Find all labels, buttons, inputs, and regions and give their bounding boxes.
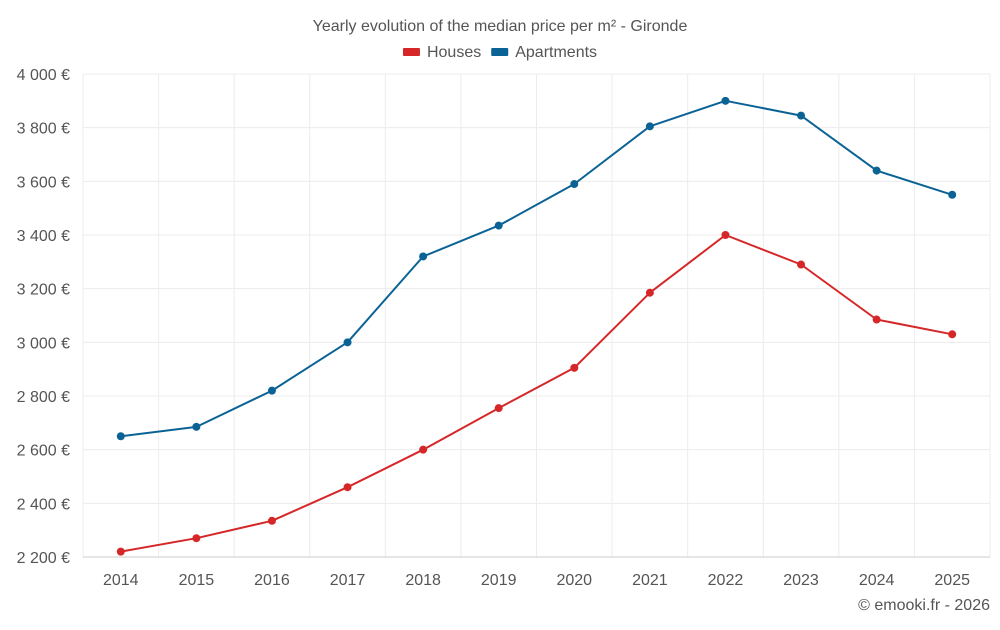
- data-point-houses[interactable]: [721, 231, 730, 239]
- data-point-apartments[interactable]: [872, 166, 881, 175]
- data-point-houses[interactable]: [570, 363, 579, 372]
- data-point-houses[interactable]: [116, 547, 125, 556]
- credit-text: © emooki.fr - 2026: [858, 597, 990, 614]
- data-point-apartments[interactable]: [948, 190, 957, 199]
- data-point-apartments[interactable]: [343, 338, 352, 347]
- x-tick-label: 2018: [405, 572, 441, 589]
- legend-item-apartments[interactable]: Apartments: [491, 44, 597, 61]
- data-point-apartments[interactable]: [267, 386, 276, 395]
- data-point-houses[interactable]: [797, 260, 806, 269]
- x-tick-label: 2023: [783, 572, 819, 589]
- grid-lines: [82, 73, 991, 558]
- x-tick-label: 2020: [556, 572, 592, 589]
- data-point-houses[interactable]: [645, 288, 654, 297]
- data-point-apartments[interactable]: [116, 432, 125, 441]
- data-point-houses[interactable]: [494, 404, 503, 413]
- series-line-houses: [120, 234, 953, 553]
- data-point-houses[interactable]: [267, 516, 276, 525]
- legend-label: Houses: [427, 44, 481, 61]
- y-axis: 2 200 € 2 400 € 2 600 € 2 800 € 3 000 € 3 200…: [17, 67, 70, 567]
- x-tick-label: 2022: [708, 572, 744, 589]
- y-tick-label: 2 600 €: [17, 443, 70, 460]
- x-tick-label: 2021: [632, 572, 668, 589]
- y-tick-label: 3 000 €: [17, 335, 70, 352]
- data-point-houses[interactable]: [948, 330, 957, 339]
- data-point-apartments[interactable]: [494, 221, 503, 230]
- data-point-houses[interactable]: [872, 315, 881, 324]
- x-tick-label: 2017: [330, 572, 366, 589]
- data-point-houses[interactable]: [419, 445, 428, 454]
- legend-label: Apartments: [515, 44, 597, 61]
- chart-title: Yearly evolution of the median price per…: [313, 18, 688, 35]
- data-point-apartments[interactable]: [645, 122, 654, 131]
- x-axis: 2014 2015 2016 2017 2018 2019 2020 2021 2022 2023…: [83, 556, 990, 589]
- x-tick-label: 2015: [179, 572, 215, 589]
- y-tick-label: 4 000 €: [17, 67, 70, 84]
- data-point-apartments[interactable]: [570, 180, 579, 189]
- x-tick-label: 2014: [103, 572, 139, 589]
- legend-swatch: [491, 48, 509, 56]
- data-point-apartments[interactable]: [192, 422, 201, 431]
- series-layer: [116, 96, 957, 556]
- y-tick-label: 3 400 €: [17, 228, 70, 245]
- x-tick-label: 2025: [934, 572, 970, 589]
- data-point-houses[interactable]: [343, 483, 352, 492]
- x-tick-label: 2019: [481, 572, 517, 589]
- y-tick-label: 2 800 €: [17, 389, 70, 406]
- y-tick-label: 3 600 €: [17, 174, 70, 191]
- x-tick-label: 2016: [254, 572, 290, 589]
- y-tick-label: 3 200 €: [17, 282, 70, 299]
- legend: Houses Apartments: [402, 44, 597, 61]
- data-point-apartments[interactable]: [797, 111, 806, 120]
- y-tick-label: 2 200 €: [17, 550, 70, 567]
- legend-swatch: [402, 48, 420, 56]
- data-point-houses[interactable]: [192, 534, 201, 543]
- data-point-apartments[interactable]: [419, 252, 428, 261]
- y-tick-label: 3 800 €: [17, 121, 70, 138]
- y-tick-label: 2 400 €: [17, 496, 70, 513]
- x-tick-label: 2024: [859, 572, 895, 589]
- data-point-apartments[interactable]: [721, 96, 730, 105]
- series-line-apartments: [120, 99, 953, 438]
- legend-item-houses[interactable]: Houses: [402, 44, 481, 61]
